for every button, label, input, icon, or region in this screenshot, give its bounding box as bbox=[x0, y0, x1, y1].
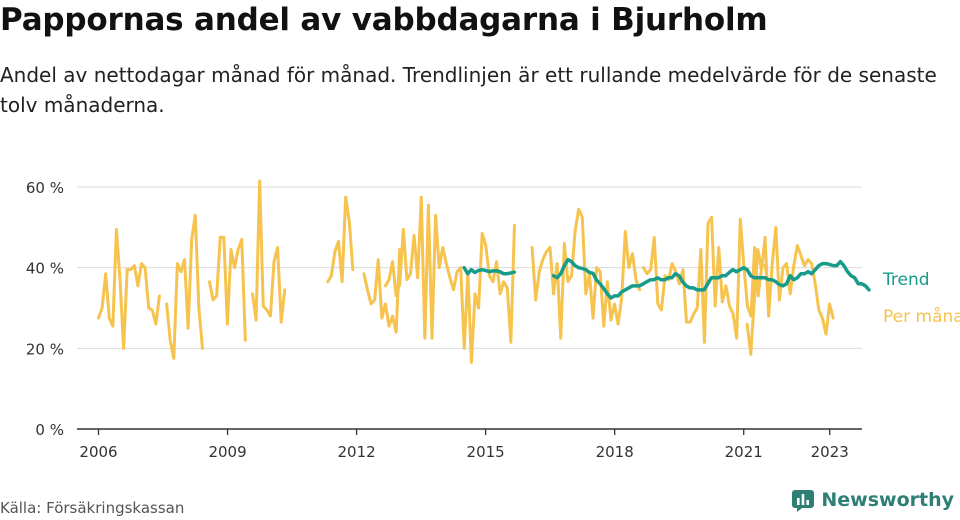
x-tick-label: 2006 bbox=[79, 443, 117, 461]
series-line bbox=[551, 257, 871, 300]
series-line bbox=[207, 235, 247, 342]
series-line bbox=[462, 265, 517, 276]
series-labels: Per månad Trend bbox=[882, 270, 960, 327]
series-line bbox=[165, 213, 204, 360]
series-line bbox=[745, 225, 835, 356]
series-line bbox=[97, 227, 161, 350]
y-tick-label: 60 % bbox=[26, 179, 64, 197]
x-tick-label: 2015 bbox=[467, 443, 505, 461]
series-label: Trend bbox=[882, 270, 930, 290]
series-line bbox=[250, 179, 287, 324]
y-tick-label: 20 % bbox=[26, 340, 64, 358]
y-tick-label: 40 % bbox=[26, 260, 64, 278]
series-line bbox=[383, 195, 516, 364]
series-label: Per månad bbox=[883, 306, 960, 327]
x-tick-label: 2023 bbox=[811, 443, 849, 461]
x-tick-label: 2009 bbox=[208, 443, 246, 461]
y-tick-label: 0 % bbox=[35, 421, 64, 439]
x-tick-label: 2021 bbox=[725, 443, 763, 461]
axes: 0 % 20 % 40 % 60 % 2006 2009 2012 2015 2018 2021 2… bbox=[26, 179, 862, 461]
series-line bbox=[530, 207, 642, 340]
chart-title: Pappornas andel av vabbdagarna i Bjurhol… bbox=[0, 2, 768, 38]
bar-chart-icon bbox=[792, 490, 815, 512]
x-tick-label: 2012 bbox=[337, 443, 375, 461]
chart-subtitle: Andel av nettodagar månad för månad. Tre… bbox=[0, 63, 937, 117]
brand-name: Newsworthy bbox=[821, 489, 954, 511]
series-lines bbox=[97, 179, 871, 364]
x-tick-label: 2018 bbox=[596, 443, 634, 461]
series-line bbox=[326, 195, 355, 284]
source-note: Källa: Försäkringskassan bbox=[0, 499, 185, 517]
series-line bbox=[362, 248, 402, 334]
series-trend bbox=[462, 257, 871, 300]
brand-logo[interactable]: Newsworthy bbox=[791, 488, 954, 512]
